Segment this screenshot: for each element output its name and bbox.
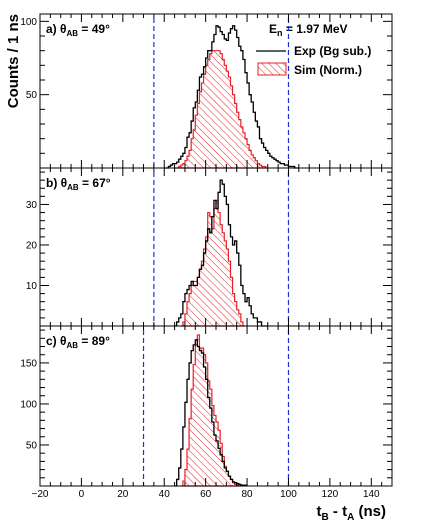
sim-histogram [180, 199, 245, 327]
sim-histogram [174, 50, 268, 169]
panel-label-prefix: c) θ [46, 334, 67, 348]
x-axis-title: tB - tA (ns) [317, 503, 386, 523]
panel-c: 50 100 150 c) θAB = 89° [20, 325, 393, 487]
y-tick-label: 100 [20, 399, 37, 410]
x-tick-label: 60 [200, 489, 212, 500]
panel-a: 50 100 a) θAB = 49° [20, 13, 393, 169]
energy-label-main: E [269, 22, 277, 36]
x-tick-label: 140 [363, 489, 380, 500]
exp-histogram [164, 25, 299, 169]
x-axis-title-unit: (ns) [354, 503, 386, 520]
y-tick-label: 100 [20, 17, 37, 28]
exp-histogram [174, 339, 248, 487]
x-tick-label: 0 [79, 489, 85, 500]
sim-histogram [180, 334, 241, 487]
energy-label-sub: n [277, 28, 283, 38]
panel-label-prefix: b) θ [46, 176, 67, 190]
panel-label-sub: AB [67, 341, 79, 350]
x-tick-label: 20 [117, 489, 129, 500]
x-axis-title-sub-b: B [322, 512, 329, 523]
y-tick-label: 150 [20, 358, 37, 369]
panel-label: c) θAB = 89° [46, 334, 110, 350]
panel-label: a) θAB = 49° [46, 22, 110, 38]
legend-sim-label: Sim (Norm.) [294, 63, 362, 77]
panel-label: b) θAB = 67° [46, 176, 111, 192]
panel-label-suffix: = 67° [79, 176, 111, 190]
y-tick-label: 50 [26, 90, 38, 101]
exp-histogram [174, 179, 268, 327]
panel-label-sub: AB [67, 29, 79, 38]
x-axis-title-mid: - t [329, 503, 347, 520]
x-tick-labels: −20 0 20 40 60 80 100 120 140 [32, 489, 381, 500]
x-tick-label: 80 [241, 489, 253, 500]
x-tick-label: 40 [159, 489, 171, 500]
legend-exp-label: Exp (Bg sub.) [294, 44, 371, 58]
legend: Exp (Bg sub.) Sim (Norm.) [256, 44, 371, 77]
x-tick-label: 120 [322, 489, 339, 500]
panel-label-suffix: = 49° [78, 22, 110, 36]
legend-sim-swatch [257, 62, 287, 76]
energy-label: En = 1.97 MeV [269, 22, 348, 38]
y-axis-title: Counts / 1 ns [5, 14, 22, 108]
y-tick-label: 50 [26, 440, 38, 451]
y-tick-label: 30 [26, 200, 38, 211]
y-tick-label: 10 [26, 281, 38, 292]
x-tick-label: 100 [280, 489, 297, 500]
panel-label-sub: AB [67, 183, 79, 192]
panel-label-prefix: a) θ [46, 22, 67, 36]
energy-label-rest: = 1.97 MeV [283, 22, 348, 36]
x-axis-title-main: t [317, 503, 322, 520]
panel-b: 10 20 30 b) θAB = 67° [26, 167, 393, 327]
panel-label-suffix: = 89° [78, 334, 110, 348]
x-tick-label: −20 [32, 489, 49, 500]
x-axis-title-sub-a: A [347, 512, 354, 523]
y-tick-label: 20 [26, 240, 38, 251]
